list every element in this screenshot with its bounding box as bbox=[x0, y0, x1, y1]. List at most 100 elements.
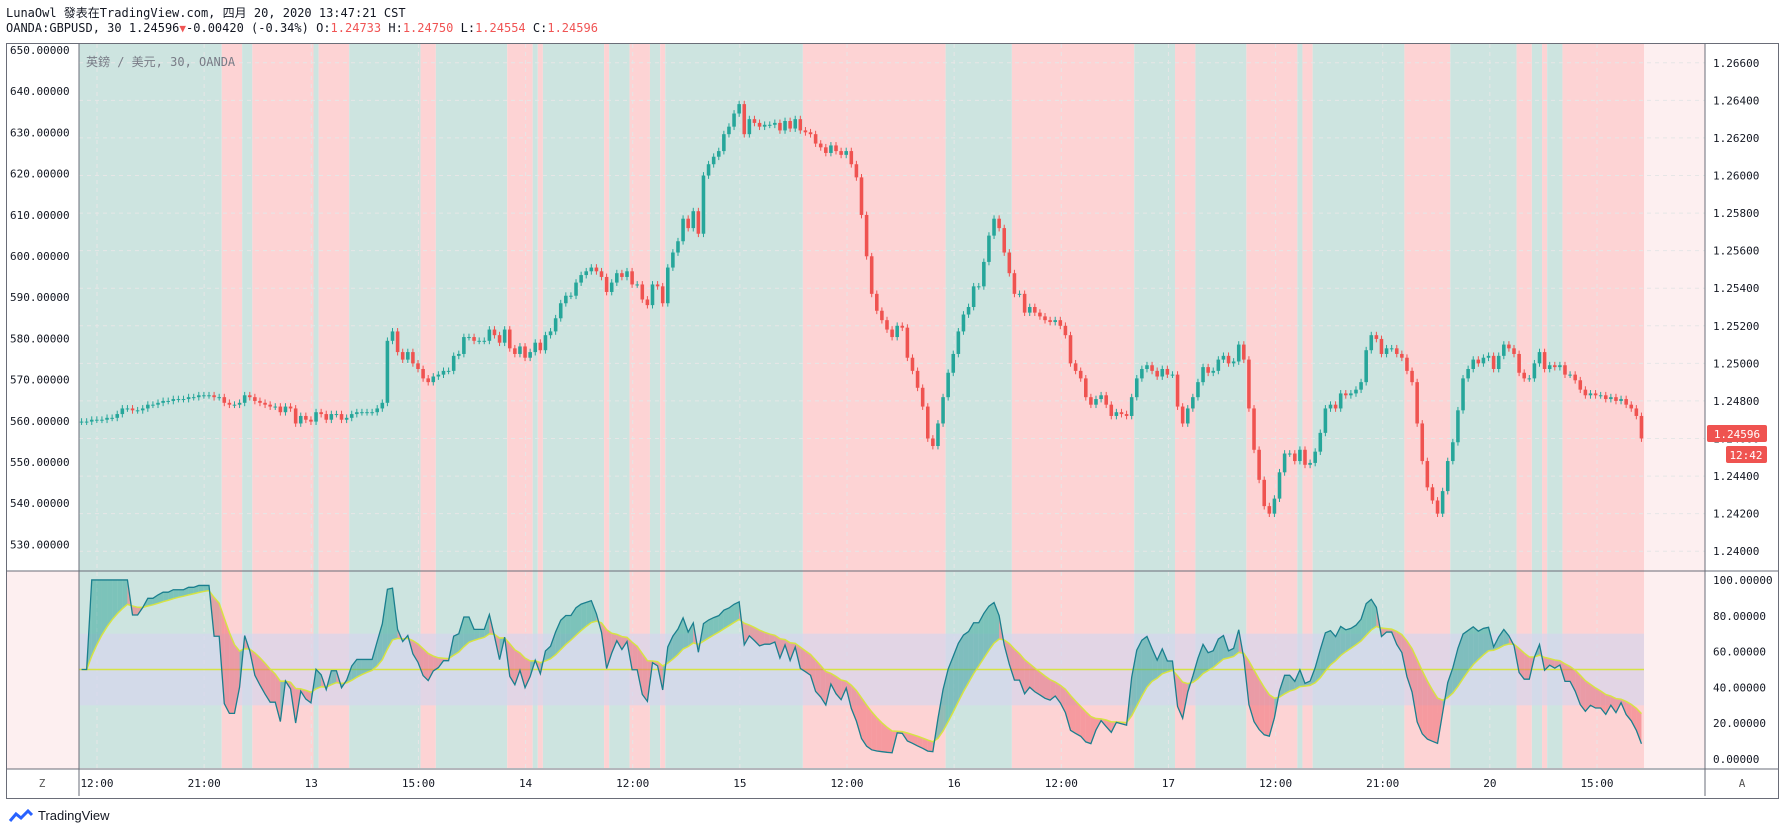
osc-fill bbox=[917, 736, 923, 749]
candle bbox=[1639, 412, 1644, 442]
candle bbox=[1619, 395, 1623, 405]
candle bbox=[982, 258, 986, 290]
candle bbox=[309, 416, 313, 425]
candle bbox=[1609, 393, 1613, 403]
osc-fill bbox=[718, 610, 724, 633]
candle bbox=[1226, 352, 1231, 367]
trend-band bbox=[1516, 44, 1532, 768]
trend-band bbox=[1175, 44, 1196, 768]
candle bbox=[1252, 405, 1256, 454]
osc-fill bbox=[637, 646, 643, 695]
candle bbox=[1461, 375, 1465, 414]
osc-fill bbox=[815, 660, 821, 698]
auto-scale-button[interactable]: A bbox=[1739, 777, 1746, 790]
osc-fill bbox=[203, 585, 209, 592]
osc-fill bbox=[1254, 670, 1260, 730]
candle bbox=[339, 410, 344, 424]
candle bbox=[1236, 341, 1241, 365]
candle bbox=[564, 292, 568, 307]
candle bbox=[518, 343, 522, 358]
candle bbox=[375, 405, 380, 416]
osc-fill bbox=[581, 602, 587, 631]
candle bbox=[941, 393, 945, 427]
osc-fill bbox=[1106, 719, 1112, 733]
candle bbox=[915, 367, 920, 392]
candle bbox=[1216, 356, 1221, 375]
osc-fill bbox=[132, 605, 138, 615]
osc-fill bbox=[570, 607, 577, 641]
candle bbox=[890, 326, 894, 341]
osc-fill bbox=[1564, 663, 1571, 682]
right-axis-tick: 1.25600 bbox=[1713, 245, 1759, 258]
left-axis-tick: 600.00000 bbox=[10, 250, 70, 263]
osc-fill bbox=[606, 629, 612, 669]
candle bbox=[976, 282, 981, 290]
left-pane-tint bbox=[6, 571, 79, 769]
candle bbox=[1558, 361, 1562, 371]
candle bbox=[278, 403, 283, 416]
osc-fill bbox=[1519, 648, 1525, 680]
candle bbox=[880, 307, 884, 324]
z-button-label[interactable]: Z bbox=[39, 777, 46, 790]
z-button[interactable]: Z bbox=[39, 777, 46, 790]
osc-fill bbox=[198, 585, 204, 593]
osc-fill bbox=[163, 592, 169, 602]
candle bbox=[925, 403, 930, 442]
candle bbox=[1287, 450, 1292, 457]
osc-fill bbox=[468, 616, 475, 643]
countdown-badge: 12:42 bbox=[1726, 446, 1767, 463]
right-axis-tick: 1.24200 bbox=[1713, 508, 1759, 521]
osc-fill bbox=[224, 618, 230, 714]
candle bbox=[620, 269, 624, 281]
osc-fill bbox=[1396, 631, 1402, 653]
candle bbox=[1104, 391, 1108, 409]
osc-fill bbox=[1024, 659, 1030, 694]
candle bbox=[487, 326, 492, 345]
candle bbox=[931, 435, 935, 450]
candle bbox=[1410, 367, 1414, 386]
auto-scale-label[interactable]: A bbox=[1739, 777, 1746, 790]
osc-fill bbox=[356, 659, 362, 678]
osc-value-line bbox=[81, 579, 1643, 754]
oscillator-pane bbox=[79, 579, 1644, 754]
candle bbox=[660, 282, 665, 307]
osc-fill bbox=[433, 656, 439, 671]
osc-fill bbox=[978, 613, 984, 666]
osc-fill bbox=[168, 589, 174, 601]
osc-fill bbox=[1248, 661, 1255, 722]
left-axis-tick: 590.00000 bbox=[10, 291, 70, 304]
right-axis-tick: 1.25400 bbox=[1713, 282, 1759, 295]
candle bbox=[849, 147, 854, 168]
osc-fill bbox=[688, 622, 694, 647]
time-axis-tick: 21:00 bbox=[188, 777, 221, 790]
candle bbox=[727, 123, 731, 138]
osc-fill bbox=[173, 589, 179, 599]
osc-fill bbox=[107, 579, 113, 627]
osc-fill bbox=[1259, 679, 1265, 735]
right-axis-tick: 1.24800 bbox=[1713, 395, 1759, 408]
candle bbox=[1593, 390, 1598, 399]
candle bbox=[1175, 371, 1180, 410]
candle bbox=[961, 311, 966, 335]
osc-fill bbox=[876, 717, 882, 752]
time-axis-tick: 21:00 bbox=[1366, 777, 1399, 790]
candle bbox=[1089, 393, 1093, 409]
osc-fill bbox=[1452, 648, 1458, 694]
candle bbox=[1012, 269, 1017, 298]
candle bbox=[875, 290, 879, 315]
candle bbox=[854, 160, 859, 181]
candle bbox=[1257, 446, 1261, 484]
osc-fill bbox=[147, 598, 153, 606]
osc-fill bbox=[1009, 643, 1015, 681]
candle bbox=[783, 117, 787, 134]
candle bbox=[1537, 348, 1542, 367]
candle bbox=[293, 405, 298, 427]
candle bbox=[370, 408, 374, 416]
candle bbox=[1313, 448, 1317, 467]
tradingview-logo[interactable]: TradingView bbox=[8, 808, 110, 823]
candle bbox=[1379, 335, 1384, 358]
candle bbox=[818, 140, 823, 151]
candle bbox=[1038, 309, 1042, 320]
high-value: 1.24750 bbox=[402, 21, 454, 35]
